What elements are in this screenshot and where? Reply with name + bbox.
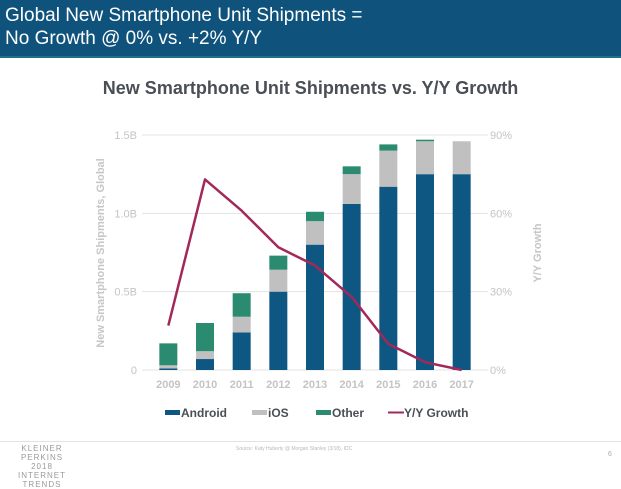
bar-other (159, 343, 177, 365)
legend: Android iOS Other Y/Y Growth (165, 406, 468, 420)
bar-ios (269, 270, 287, 292)
chart: 0 0.5B 1.0B 1.5B 0% 30% 60% 90% 2009 2010 2011 2012… (0, 0, 621, 440)
legend-swatch-android (165, 410, 180, 415)
bar-other (269, 256, 287, 270)
bar-android (233, 332, 251, 370)
brand-line-3: INTERNET TRENDS (2, 471, 82, 489)
x-tick-label: 2009 (156, 379, 180, 391)
y2-axis-label: Y/Y Growth (532, 223, 544, 282)
bar-ios (416, 141, 434, 174)
bars (159, 140, 470, 370)
bar-ios (196, 351, 214, 359)
x-tick-label: 2017 (449, 379, 473, 391)
legend-label: Other (332, 406, 364, 420)
x-tick-label: 2012 (266, 379, 290, 391)
bar-ios (453, 141, 471, 174)
footer-divider (0, 441, 621, 442)
bar-ios (379, 151, 397, 187)
bar-ios (233, 317, 251, 333)
bar-android (453, 174, 471, 370)
y2-tick-label: 90% (490, 130, 512, 142)
bar-other (343, 166, 361, 174)
y2-tick-label: 30% (490, 287, 512, 299)
bar-android (159, 368, 177, 370)
bar-other (233, 293, 251, 317)
bar-other (196, 323, 214, 351)
page-number: 6 (608, 451, 612, 458)
bar-android (196, 359, 214, 370)
y2-tick-label: 60% (490, 208, 512, 220)
x-tick-label: 2011 (230, 379, 254, 391)
x-tick-label: 2016 (413, 379, 437, 391)
bar-other (416, 140, 434, 142)
x-tick-label: 2013 (303, 379, 327, 391)
y-tick-label: 0 (131, 365, 137, 377)
y-tick-label: 1.0B (114, 208, 137, 220)
bar-ios (343, 174, 361, 204)
legend-label: Y/Y Growth (404, 406, 468, 420)
y-axis-label: New Smartphone Shipments, Global (95, 158, 107, 347)
bar-android (416, 174, 434, 370)
legend-label: Android (181, 406, 227, 420)
legend-swatch-other (316, 410, 331, 415)
y-tick-label: 1.5B (114, 130, 137, 142)
bar-android (269, 292, 287, 370)
brand-logo: KLEINER PERKINS 2018 INTERNET TRENDS (2, 444, 82, 489)
x-tick-label: 2015 (376, 379, 400, 391)
x-tick-label: 2010 (193, 379, 217, 391)
bar-other (379, 144, 397, 150)
bar-ios (306, 221, 324, 245)
legend-swatch-ios (252, 410, 267, 415)
x-tick-label: 2014 (339, 379, 364, 391)
brand-line-1: KLEINER PERKINS (2, 444, 82, 462)
source-note: Source: Katy Huberty @ Morgan Stanley (3… (236, 446, 352, 452)
bar-other (306, 212, 324, 221)
bar-android (343, 204, 361, 370)
legend-label: iOS (268, 406, 289, 420)
bar-ios (159, 365, 177, 368)
y-tick-label: 0.5B (114, 287, 137, 299)
y2-tick-label: 0% (490, 365, 506, 377)
